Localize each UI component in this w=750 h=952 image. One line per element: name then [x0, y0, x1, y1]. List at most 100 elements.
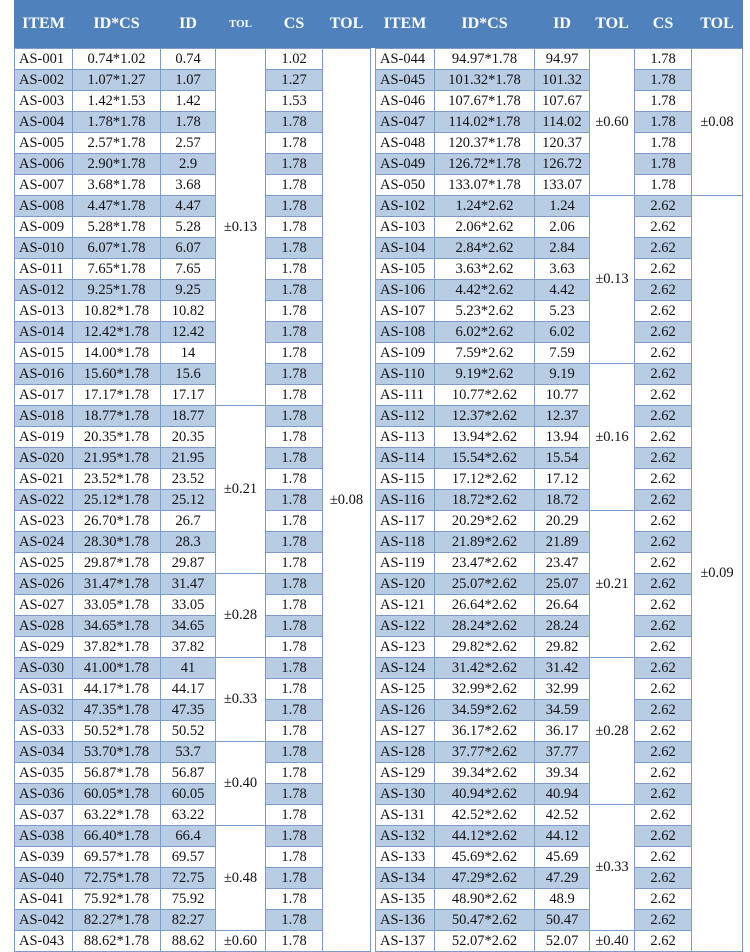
table-row: AS-001 0.74*1.02 0.74 ±0.13 1.02 ±0.08: [14, 48, 371, 952]
table-row: AS-102 1.24*2.62 1.24 ±0.13 2.62 ±0.09: [375, 195, 743, 952]
id-cs-cell: 2.84*2.62: [434, 237, 535, 259]
id-cs-cell: 44.12*2.62: [434, 825, 535, 847]
column-header-cs-tol: TOL: [691, 0, 743, 49]
cs-cell: 1.78: [265, 720, 323, 742]
item-cell: AS-045: [375, 69, 435, 91]
cs-cell: 2.62: [634, 741, 692, 763]
table-row: AS-135 48.90*2.62 48.9 2.62: [375, 888, 743, 910]
table-row: AS-128 37.77*2.62 37.77 2.62: [375, 741, 743, 763]
table-row: AS-035 56.87*1.78 56.87 1.78: [14, 762, 371, 784]
item-cell: AS-014: [14, 321, 73, 343]
id-cell: 37.77: [534, 741, 590, 763]
cs-cell: 2.62: [634, 825, 692, 847]
cs-cell: 2.62: [634, 846, 692, 868]
table-row: AS-108 6.02*2.62 6.02 2.62: [375, 321, 743, 343]
item-cell: AS-028: [14, 615, 73, 637]
id-cell: 9.19: [534, 363, 590, 385]
item-cell: AS-042: [14, 909, 73, 931]
id-cell: 75.92: [160, 888, 216, 910]
id-cell: 21.95: [160, 447, 216, 469]
id-cs-cell: 26.64*2.62: [434, 594, 535, 616]
id-cs-cell: 25.12*1.78: [72, 489, 161, 511]
table-row: AS-104 2.84*2.62 2.84 2.62: [375, 237, 743, 259]
item-cell: AS-007: [14, 174, 73, 196]
item-cell: AS-044: [375, 48, 435, 70]
id-cell: 48.9: [534, 888, 590, 910]
id-cell: 1.78: [160, 111, 216, 133]
item-cell: AS-134: [375, 867, 435, 889]
table-row: AS-041 75.92*1.78 75.92 1.78: [14, 888, 371, 910]
cs-cell: 2.62: [634, 888, 692, 910]
id-cell: 69.57: [160, 846, 216, 868]
id-cell: 101.32: [534, 69, 590, 91]
table-row: AS-119 23.47*2.62 23.47 2.62: [375, 552, 743, 574]
table-row: AS-037 63.22*1.78 63.22 1.78: [14, 804, 371, 826]
cs-cell: 2.62: [634, 615, 692, 637]
cs-cell: 1.78: [634, 111, 692, 133]
table-row: AS-132 44.12*2.62 44.12 2.62: [375, 825, 743, 847]
id-tolerance-cell: ±0.21: [589, 510, 635, 658]
cs-cell: 1.53: [265, 90, 323, 112]
id-cs-cell: 56.87*1.78: [72, 762, 161, 784]
item-cell: AS-136: [375, 909, 435, 931]
id-cs-cell: 23.47*2.62: [434, 552, 535, 574]
id-cs-cell: 66.40*1.78: [72, 825, 161, 847]
id-tolerance-cell: ±0.33: [589, 804, 635, 931]
table-row: AS-013 10.82*1.78 10.82 1.78: [14, 300, 371, 322]
cs-cell: 1.78: [265, 636, 323, 658]
cs-cell: 1.78: [634, 153, 692, 175]
item-cell: AS-011: [14, 258, 73, 280]
table-row: AS-107 5.23*2.62 5.23 2.62: [375, 300, 743, 322]
item-cell: AS-019: [14, 426, 73, 448]
table-row: AS-020 21.95*1.78 21.95 1.78: [14, 447, 371, 469]
id-cell: 23.52: [160, 468, 216, 490]
cs-cell: 2.62: [634, 699, 692, 721]
column-header-id-tol: TOL: [589, 0, 635, 49]
item-cell: AS-033: [14, 720, 73, 742]
item-cell: AS-105: [375, 258, 435, 280]
id-tolerance-cell: ±0.40: [215, 741, 266, 826]
id-cs-cell: 4.42*2.62: [434, 279, 535, 301]
id-cell: 3.68: [160, 174, 216, 196]
id-cs-cell: 6.07*1.78: [72, 237, 161, 259]
table-row: AS-011 7.65*1.78 7.65 1.78: [14, 258, 371, 280]
id-tolerance-cell: ±0.16: [589, 363, 635, 511]
cs-cell: 2.62: [634, 216, 692, 238]
item-cell: AS-112: [375, 405, 435, 427]
id-cell: 33.05: [160, 594, 216, 616]
item-cell: AS-020: [14, 447, 73, 469]
id-cell: 14: [160, 342, 216, 364]
id-cs-cell: 1.42*1.53: [72, 90, 161, 112]
cs-cell: 2.62: [634, 363, 692, 385]
id-cell: 23.47: [534, 552, 590, 574]
table-row: AS-021 23.52*1.78 23.52 1.78: [14, 468, 371, 490]
table-row: AS-005 2.57*1.78 2.57 1.78: [14, 132, 371, 154]
table-row: AS-046 107.67*1.78 107.67 1.78: [375, 90, 743, 112]
item-cell: AS-137: [375, 930, 435, 952]
id-cell: 29.87: [160, 552, 216, 574]
id-cell: 17.17: [160, 384, 216, 406]
id-cs-cell: 28.24*2.62: [434, 615, 535, 637]
item-cell: AS-043: [14, 930, 73, 952]
id-cs-cell: 114.02*1.78: [434, 111, 535, 133]
id-cs-cell: 37.82*1.78: [72, 636, 161, 658]
table-row: AS-103 2.06*2.62 2.06 2.62: [375, 216, 743, 238]
cs-cell: 2.62: [634, 195, 692, 217]
table-body: AS-001 0.74*1.02 0.74 ±0.13 1.02 ±0.08 AS-002 1…: [14, 48, 371, 952]
table-row: AS-040 72.75*1.78 72.75 1.78: [14, 867, 371, 889]
id-cell: 17.12: [534, 468, 590, 490]
item-cell: AS-124: [375, 657, 435, 679]
item-cell: AS-022: [14, 489, 73, 511]
table-row: AS-124 31.42*2.62 31.42 ±0.28 2.62: [375, 657, 743, 805]
item-cell: AS-015: [14, 342, 73, 364]
item-cell: AS-031: [14, 678, 73, 700]
table-row: AS-017 17.17*1.78 17.17 1.78: [14, 384, 371, 406]
item-cell: AS-133: [375, 846, 435, 868]
cs-cell: 1.78: [265, 300, 323, 322]
id-cs-cell: 21.95*1.78: [72, 447, 161, 469]
item-cell: AS-126: [375, 699, 435, 721]
cs-cell: 2.62: [634, 426, 692, 448]
id-cell: 94.97: [534, 48, 590, 70]
item-cell: AS-025: [14, 552, 73, 574]
column-header-id: ID: [160, 0, 216, 49]
